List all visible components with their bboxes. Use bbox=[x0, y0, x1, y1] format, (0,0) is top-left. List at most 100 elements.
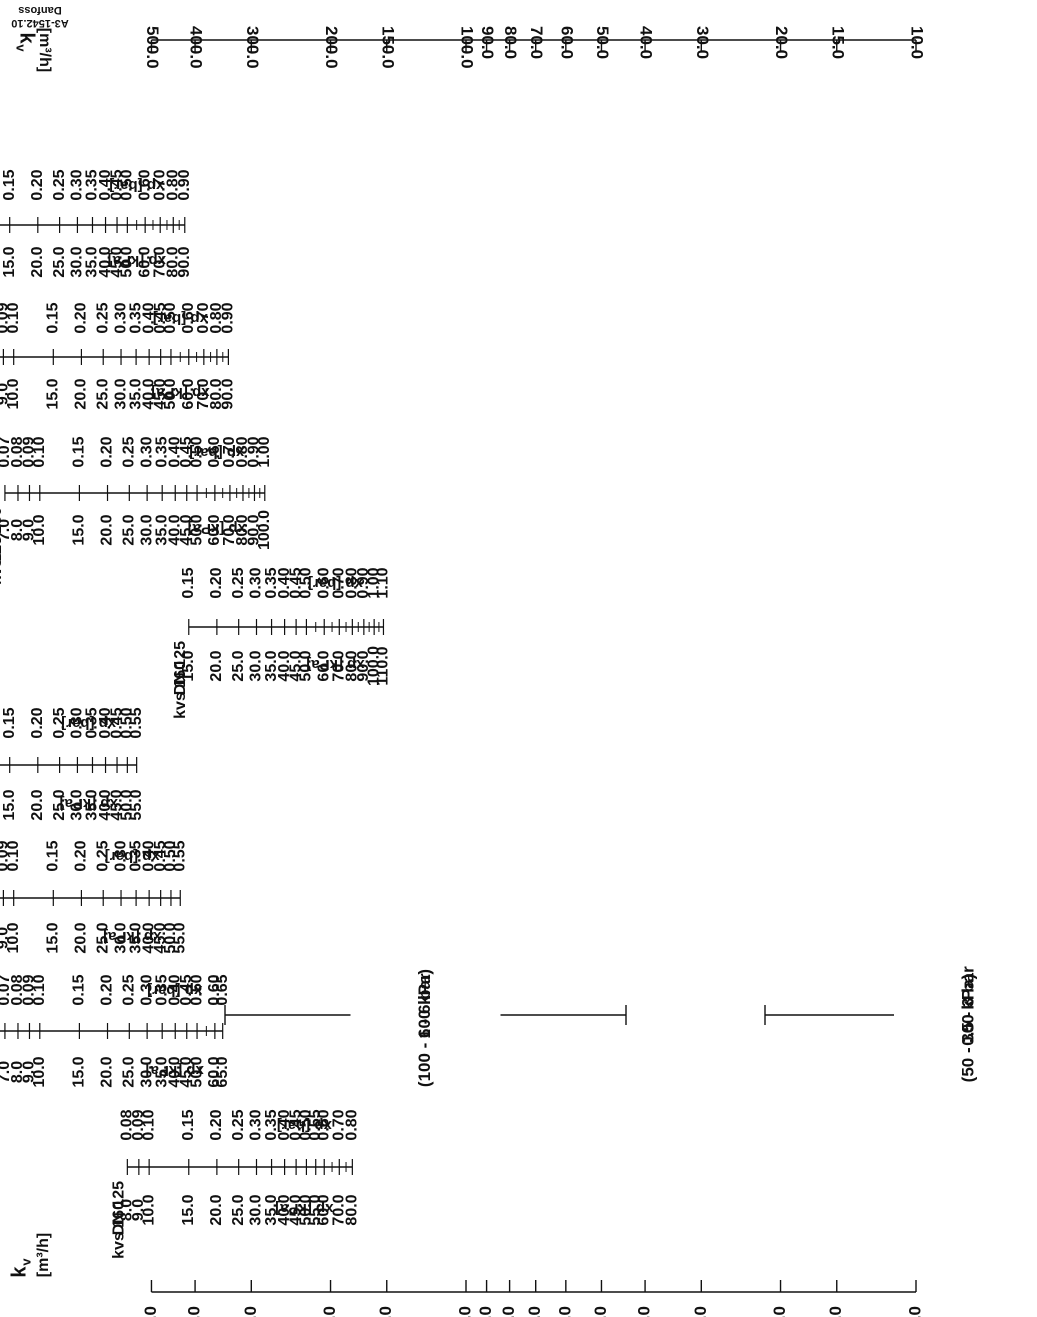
kv-axis-top-tick-label: 20.0 bbox=[772, 26, 791, 59]
kpa-tick-label: 15.0 bbox=[71, 514, 88, 545]
kpa-tick-label: 70.0 bbox=[331, 1194, 348, 1225]
valve-scale: 65.0 0.65 60.0 0.60 50.0 0.50 45.0 0.45 40.0 0.40… bbox=[0, 974, 231, 1088]
kpa-tick-label: 100.0 bbox=[365, 646, 382, 686]
kpa-tick-label: 45.0 bbox=[152, 378, 169, 409]
bar-tick-label: 0.15 bbox=[180, 567, 197, 598]
kpa-tick-label: 45.0 bbox=[178, 514, 195, 545]
bar-tick-label: 0.25 bbox=[94, 302, 111, 333]
kv-axis-top-tick-label: 400.0 bbox=[187, 26, 206, 69]
kpa-tick-label: 60.0 bbox=[315, 1194, 332, 1225]
bar-tick-label: 0.35 bbox=[153, 974, 170, 1005]
dn-label: DN 125 bbox=[172, 641, 189, 695]
kpa-tick-label: 30.0 bbox=[248, 1194, 265, 1225]
bar-tick-label: 0.20 bbox=[73, 840, 90, 871]
kpa-tick-label: 60.0 bbox=[206, 514, 223, 545]
bar-tick-label: 0.20 bbox=[73, 302, 90, 333]
bar-tick-label: 0.20 bbox=[208, 567, 225, 598]
kpa-tick-label: 50.0 bbox=[162, 922, 179, 953]
kpa-tick-label: 15.0 bbox=[1, 789, 18, 820]
bar-tick-label: 0.09 bbox=[21, 436, 38, 467]
kpa-tick-label: 25.0 bbox=[121, 514, 138, 545]
valve-scale: 90.0 0.90 80.0 0.80 70.0 0.70 60.0 0.60 50.0 0.50… bbox=[0, 302, 237, 410]
bar-tick-label: 0.40 bbox=[97, 707, 114, 738]
kv-axis-top-tick-label: 70.0 bbox=[527, 26, 546, 59]
range-bar-label: 1 - 6 bar bbox=[415, 973, 434, 1039]
bar-tick-label: 0.10 bbox=[31, 436, 48, 467]
kpa-tick-label: 9.0 bbox=[0, 927, 12, 949]
kpa-scale-label: xp [kPa] bbox=[59, 795, 117, 812]
bar-tick-label: 0.35 bbox=[127, 840, 144, 871]
kpa-tick-label: 50.0 bbox=[298, 1194, 315, 1225]
kv-axis-bottom-tick-label: 100.0 bbox=[455, 1306, 474, 1317]
kpa-tick-label: 15.0 bbox=[1, 246, 18, 277]
bar-tick-label: 0.45 bbox=[287, 567, 304, 598]
bar-tick-label: 0.15 bbox=[71, 436, 88, 467]
kpa-scale-label: xp [kPa] bbox=[108, 252, 166, 269]
bar-tick-label: 0.30 bbox=[248, 567, 265, 598]
bar-tick-label: 0.90 bbox=[355, 567, 372, 598]
kpa-tick-label: 70.0 bbox=[151, 246, 168, 277]
kpa-tick-label: 30.0 bbox=[138, 1056, 155, 1087]
kv-axis-top-tick-label: 40.0 bbox=[637, 26, 656, 59]
bar-tick-label: 0.90 bbox=[176, 169, 193, 200]
kpa-tick-label: 20.0 bbox=[208, 650, 225, 681]
bar-tick-label: 0.10 bbox=[5, 840, 22, 871]
bar-tick-label: 0.60 bbox=[136, 169, 153, 200]
bar-tick-label: 0.90 bbox=[246, 436, 263, 467]
kpa-tick-label: 25.0 bbox=[51, 246, 68, 277]
kpa-scale-label: xp [kPa] bbox=[151, 384, 209, 401]
kpa-tick-label: 30.0 bbox=[69, 246, 86, 277]
bar-tick-label: 0.20 bbox=[208, 1109, 225, 1140]
kv-axis-top: 500.0 400.0 300.0 200.0 150.0 100.0 90.0 80.0 70… bbox=[143, 26, 927, 69]
kpa-tick-label: 20.0 bbox=[73, 378, 90, 409]
bar-scale-label: xp [bar] bbox=[105, 848, 160, 865]
kpa-tick-label: 40.0 bbox=[140, 378, 157, 409]
kv-label-bottom: k bbox=[8, 1266, 30, 1278]
bar-tick-label: 0.30 bbox=[138, 436, 155, 467]
bar-tick-label: 0.20 bbox=[99, 436, 116, 467]
kpa-tick-label: 25.0 bbox=[94, 378, 111, 409]
bar-tick-label: 0.15 bbox=[1, 707, 18, 738]
kv-axis-top-tick-label: 200.0 bbox=[322, 26, 341, 69]
kpa-tick-label: 20.0 bbox=[99, 514, 116, 545]
kpa-tick-label: 25.0 bbox=[230, 650, 247, 681]
kpa-tick-label: 110.0 bbox=[375, 646, 392, 685]
bar-tick-label: 0.50 bbox=[119, 169, 136, 200]
kpa-tick-label: 20.0 bbox=[29, 246, 46, 277]
bar-tick-label: 1.10 bbox=[375, 567, 392, 598]
kpa-tick-label: 60.0 bbox=[315, 650, 332, 681]
bar-tick-label: 0.35 bbox=[84, 707, 101, 738]
kpa-tick-label: 40.0 bbox=[166, 1056, 183, 1087]
bar-scale-label: xp [bar] bbox=[308, 575, 363, 592]
kpa-tick-label: 30.0 bbox=[69, 789, 86, 820]
kpa-tick-label: 60.0 bbox=[180, 378, 197, 409]
range-kpa-label: (100 - 600 kPa) bbox=[415, 969, 434, 1087]
kpa-tick-label: 35.0 bbox=[127, 922, 144, 953]
bar-tick-label: 0.25 bbox=[94, 840, 111, 871]
bar-tick-label: 0.70 bbox=[331, 1109, 348, 1140]
bar-tick-label: 0.35 bbox=[84, 169, 101, 200]
kpa-tick-label: 40.0 bbox=[276, 1194, 293, 1225]
kpa-tick-label: 55.0 bbox=[307, 1194, 324, 1225]
bar-tick-label: 0.25 bbox=[121, 436, 138, 467]
kpa-tick-label: 15.0 bbox=[180, 1194, 197, 1225]
kv-axis-bottom-tick-label: 300.0 bbox=[241, 1306, 260, 1317]
bar-tick-label: 0.25 bbox=[51, 169, 68, 200]
bar-tick-label: 0.20 bbox=[29, 169, 46, 200]
kpa-tick-label: 35.0 bbox=[153, 1056, 170, 1087]
kpa-tick-label: 50.0 bbox=[162, 378, 179, 409]
bar-tick-label: 0.45 bbox=[287, 1109, 304, 1140]
bar-tick-label: 0.35 bbox=[153, 436, 170, 467]
kv-axis-top-tick-label: 100.0 bbox=[458, 26, 477, 69]
kpa-tick-label: 70.0 bbox=[331, 650, 348, 681]
bar-tick-label: 0.60 bbox=[206, 436, 223, 467]
bar-tick-label: 0.20 bbox=[99, 974, 116, 1005]
kv-axis-top-tick-label: 80.0 bbox=[501, 26, 520, 59]
bar-tick-label: 0.15 bbox=[45, 840, 62, 871]
kpa-tick-label: 7.0 bbox=[0, 519, 13, 541]
bar-tick-label: 0.60 bbox=[315, 1109, 332, 1140]
bar-tick-label: 0.50 bbox=[188, 974, 205, 1005]
kpa-tick-label: 45.0 bbox=[108, 246, 125, 277]
bar-tick-label: 0.50 bbox=[119, 707, 136, 738]
bar-tick-label: 0.10 bbox=[31, 974, 48, 1005]
